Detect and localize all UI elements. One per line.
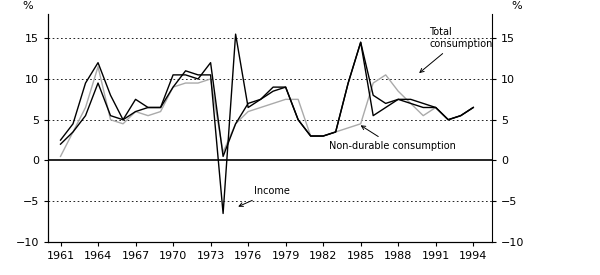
Text: Non-durable consumption: Non-durable consumption <box>329 126 456 151</box>
Text: Total
consumption: Total consumption <box>420 28 493 72</box>
Text: Income: Income <box>239 186 290 207</box>
Text: %: % <box>23 1 34 12</box>
Text: %: % <box>511 1 522 12</box>
